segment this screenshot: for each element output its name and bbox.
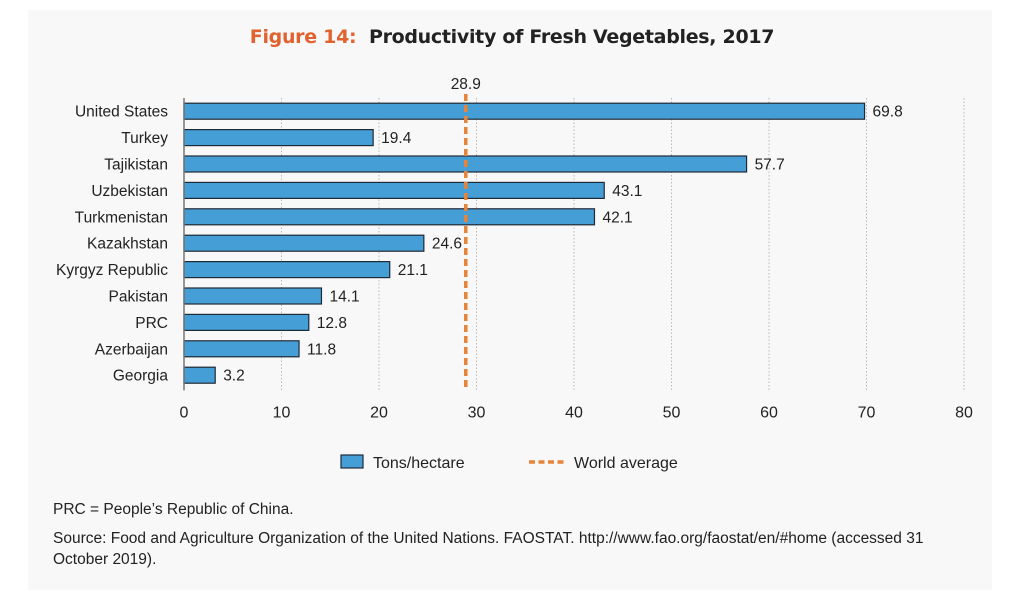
world-average-label: 28.9	[451, 76, 481, 93]
bar	[183, 261, 391, 279]
data-label: 24.6	[432, 236, 462, 253]
bar	[183, 129, 374, 147]
x-tick-label: 60	[760, 404, 778, 421]
legend-label: Tons/hectare	[373, 455, 465, 472]
figure-notes: PRC = People’s Republic of China. Source…	[53, 499, 953, 570]
data-label: 14.1	[329, 289, 359, 306]
category-label: Kyrgyz Republic	[56, 262, 168, 279]
bar	[183, 234, 425, 252]
reference-line-group: 28.9	[451, 76, 481, 391]
category-label: Azerbaijan	[95, 341, 168, 358]
bar	[183, 102, 866, 120]
x-tick-label: 70	[858, 404, 876, 421]
category-label: United States	[75, 104, 168, 121]
data-label: 11.8	[307, 341, 336, 358]
x-tick-label: 80	[955, 404, 973, 421]
source-note: Source: Food and Agriculture Organizatio…	[53, 530, 924, 568]
category-label: Turkey	[121, 130, 168, 147]
data-label: 42.1	[602, 209, 632, 226]
bar	[183, 313, 310, 331]
x-tick-label: 20	[370, 404, 388, 421]
data-label: 21.1	[398, 262, 428, 279]
abbreviation-note: PRC = People’s Republic of China.	[53, 501, 294, 518]
data-label: 69.8	[873, 104, 903, 121]
bar	[183, 208, 596, 226]
category-label: Pakistan	[109, 289, 168, 306]
category-label: PRC	[135, 315, 168, 332]
data-label: 3.2	[223, 368, 245, 385]
x-tick-label: 40	[565, 404, 583, 421]
x-tick-label: 50	[663, 404, 681, 421]
legend-swatch-bar	[340, 454, 364, 469]
axes: 0 10 20 30 40 50 60 70 80 United States Turkey Taji…	[56, 98, 973, 421]
data-label: 43.1	[612, 183, 642, 200]
legend: Tons/hectare World average	[340, 454, 678, 472]
category-label: Uzbekistan	[91, 183, 168, 200]
bar	[183, 181, 605, 199]
data-label: 19.4	[381, 130, 412, 147]
chart-title: Figure 14: Productivity of Fresh Vegetab…	[0, 26, 1024, 48]
x-tick-label: 0	[180, 404, 189, 421]
bar	[183, 287, 323, 305]
data-label: 57.7	[755, 157, 785, 174]
bar	[183, 366, 216, 384]
category-label: Turkmenistan	[75, 209, 168, 226]
bars: 69.8 19.4 57.7 43.1 42.1 24.621.1 14.1 12.8 11.8…	[183, 102, 903, 385]
figure-number: Figure 14:	[249, 26, 357, 48]
category-label: Georgia	[113, 368, 169, 385]
category-label: Kazakhstan	[87, 236, 168, 253]
figure-title-text: Productivity of Fresh Vegetables, 2017	[368, 26, 775, 48]
category-label: Tajikistan	[104, 157, 168, 174]
data-label: 12.8	[317, 315, 347, 332]
x-tick-label: 30	[468, 404, 486, 421]
bar	[183, 340, 300, 358]
legend-label: World average	[574, 455, 678, 472]
x-tick-label: 10	[273, 404, 291, 421]
